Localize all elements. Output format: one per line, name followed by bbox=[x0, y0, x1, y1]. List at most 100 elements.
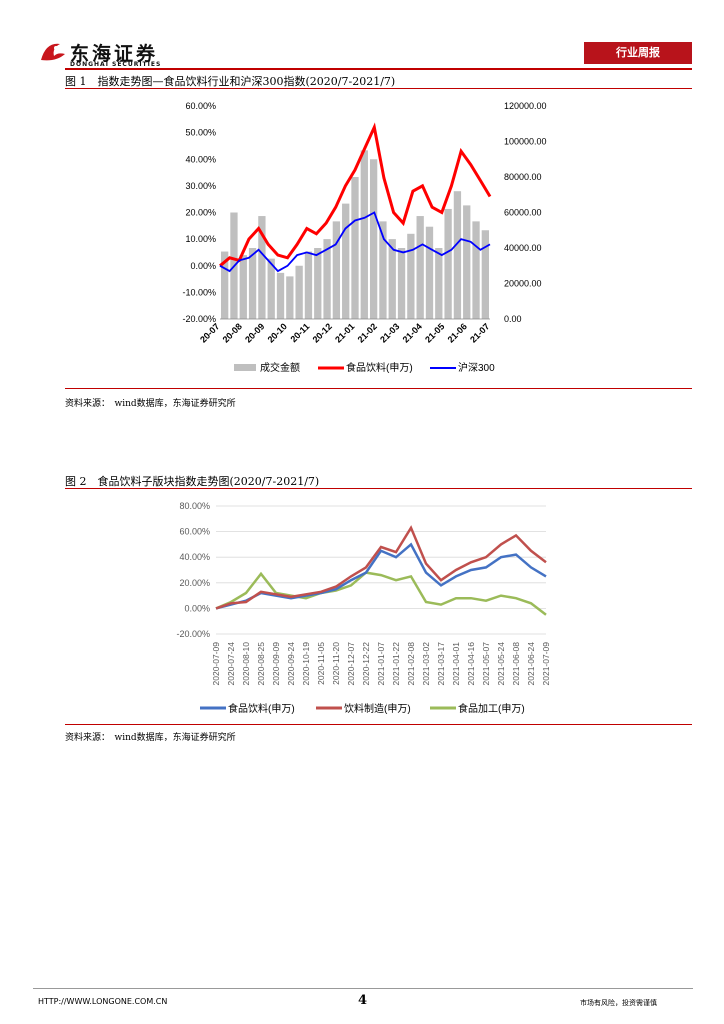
volume-bar bbox=[453, 191, 462, 319]
x-tick-label: 2021-06-08 bbox=[511, 642, 521, 686]
volume-bar bbox=[351, 177, 359, 319]
right-tick-label: 20000.00 bbox=[504, 279, 542, 289]
x-tick-label: 21-05 bbox=[423, 321, 446, 344]
left-tick-label: -10.00% bbox=[182, 287, 216, 297]
figure1-right-axis: 120000.00 100000.00 80000.00 60000.00 40000.… bbox=[504, 101, 547, 324]
figure1-top-rule bbox=[65, 88, 692, 89]
right-tick-label: 40000.00 bbox=[504, 243, 542, 253]
legend2-processing-label: 食品加工(申万) bbox=[458, 702, 525, 715]
volume-bar bbox=[332, 221, 341, 319]
volume-bar bbox=[472, 221, 480, 319]
legend2-food-label: 食品饮料(申万) bbox=[228, 702, 295, 715]
page-number: 4 bbox=[358, 993, 368, 1008]
x-tick-label: 2020-07-09 bbox=[211, 642, 221, 686]
x-tick-label: 2021-04-01 bbox=[451, 642, 461, 686]
x-tick-label: 2021-07-09 bbox=[541, 642, 551, 686]
figure2-chart: 80.00% 60.00% 40.00% 20.00% 0.00% -20.00% 202… bbox=[176, 501, 551, 715]
x-tick-label: 20-08 bbox=[221, 321, 244, 344]
left-tick-label: 40.00% bbox=[185, 154, 216, 164]
series-hs300-line bbox=[219, 211, 491, 273]
figure1-chart: 60.00% 50.00% 40.00% 30.00% 20.00% 10.00% 0.00… bbox=[182, 101, 547, 374]
x-tick-label: 21-02 bbox=[356, 321, 379, 344]
x-tick-label: 2020-11-20 bbox=[331, 642, 341, 685]
figure2-source: 资料来源： wind数据库，东海证券研究所 bbox=[65, 733, 236, 743]
footer-url[interactable]: HTTP://WWW.LONGONE.COM.CN bbox=[38, 997, 168, 1006]
series-processing-line bbox=[215, 571, 547, 616]
x-tick-label: 2021-01-22 bbox=[391, 642, 401, 686]
volume-bar bbox=[342, 203, 350, 319]
x-tick-label: 2020-11-05 bbox=[316, 642, 326, 685]
legend-hs300-label: 沪深300 bbox=[458, 361, 495, 374]
section-tag: 行业周报 bbox=[584, 42, 692, 64]
legend-food-label: 食品饮料(申万) bbox=[346, 361, 413, 374]
left-tick-label: 30.00% bbox=[185, 181, 216, 191]
left-tick-label: 0.00% bbox=[190, 261, 216, 271]
x-tick-label: 20-09 bbox=[243, 321, 266, 344]
volume-bar bbox=[425, 226, 434, 319]
y-tick-label: 20.00% bbox=[179, 578, 210, 588]
x-tick-label: 2021-05-07 bbox=[481, 642, 491, 686]
header-rule bbox=[65, 68, 692, 70]
x-tick-label: 21-07 bbox=[468, 321, 491, 344]
figure2-top-rule bbox=[65, 488, 692, 489]
volume-bar bbox=[286, 276, 294, 319]
right-tick-label: 120000.00 bbox=[504, 101, 547, 111]
x-tick-label: 2020-10-19 bbox=[301, 642, 311, 686]
volume-bar bbox=[221, 251, 229, 319]
volume-bar bbox=[435, 248, 443, 319]
volume-bar bbox=[388, 239, 396, 319]
x-tick-label: 21-06 bbox=[446, 321, 469, 344]
volume-bar bbox=[481, 230, 489, 319]
volume-bar bbox=[407, 233, 415, 319]
x-tick-label: 2020-08-25 bbox=[256, 642, 266, 686]
x-tick-label: 20-12 bbox=[311, 321, 334, 344]
x-tick-label: 20-11 bbox=[288, 321, 311, 344]
legend-volume-swatch bbox=[234, 364, 256, 371]
volume-bar bbox=[416, 216, 424, 319]
figure1-left-axis: 60.00% 50.00% 40.00% 30.00% 20.00% 10.00% 0.00… bbox=[182, 101, 216, 324]
y-tick-label: 0.00% bbox=[184, 603, 210, 613]
figure1-x-ticks: 20-07 20-08 20-09 20-10 20-11 20-12 21-01 21-02… bbox=[198, 321, 491, 344]
volume-bar bbox=[248, 248, 257, 319]
x-tick-label: 2021-05-24 bbox=[496, 642, 506, 686]
x-tick-label: 2020-07-24 bbox=[226, 642, 236, 686]
x-tick-label: 2021-02-08 bbox=[406, 642, 416, 686]
y-tick-label: -20.00% bbox=[176, 629, 210, 639]
donghai-logo-icon bbox=[41, 43, 65, 61]
legend-volume-label: 成交金额 bbox=[260, 361, 300, 374]
x-tick-label: 20-07 bbox=[198, 321, 221, 344]
volume-bar bbox=[295, 265, 303, 319]
x-tick-label: 2020-08-10 bbox=[241, 642, 251, 686]
legend2-beverage-label: 饮料制造(申万) bbox=[344, 702, 411, 715]
x-tick-label: 20-10 bbox=[266, 321, 289, 344]
x-tick-label: 2021-03-17 bbox=[436, 642, 446, 686]
series-food-line bbox=[219, 122, 492, 267]
right-tick-label: 80000.00 bbox=[504, 172, 542, 182]
footer-rule bbox=[33, 988, 693, 989]
y-tick-label: 40.00% bbox=[179, 552, 210, 562]
volume-bar bbox=[379, 221, 387, 319]
logo-subtitle: DONGHAI SECURITIES bbox=[70, 61, 162, 68]
left-tick-label: 50.00% bbox=[185, 128, 216, 138]
figure2-bottom-rule bbox=[65, 724, 692, 725]
left-tick-label: 20.00% bbox=[185, 208, 216, 218]
x-tick-label: 2020-12-22 bbox=[361, 642, 371, 686]
x-tick-label: 21-03 bbox=[378, 321, 401, 344]
figure1-source: 资料来源： wind数据库，东海证券研究所 bbox=[65, 399, 236, 409]
volume-bar bbox=[314, 248, 322, 319]
x-tick-label: 2021-06-24 bbox=[526, 642, 536, 686]
y-tick-label: 60.00% bbox=[179, 527, 210, 537]
x-tick-label: 2020-09-24 bbox=[286, 642, 296, 686]
volume-bar bbox=[323, 239, 331, 319]
left-tick-label: -20.00% bbox=[182, 314, 216, 324]
x-tick-label: 2021-03-02 bbox=[421, 642, 431, 686]
left-tick-label: 60.00% bbox=[185, 101, 216, 111]
x-tick-label: 2021-01-07 bbox=[376, 642, 386, 686]
volume-bar bbox=[397, 248, 406, 319]
right-tick-label: 0.00 bbox=[504, 314, 522, 324]
right-tick-label: 60000.00 bbox=[504, 208, 542, 218]
volume-bar bbox=[304, 251, 313, 319]
figure2-title: 图 2 食品饮料子版块指数走势图(2020/7-2021/7) bbox=[65, 475, 320, 488]
volume-bar bbox=[369, 159, 378, 319]
volume-bar bbox=[444, 208, 452, 319]
